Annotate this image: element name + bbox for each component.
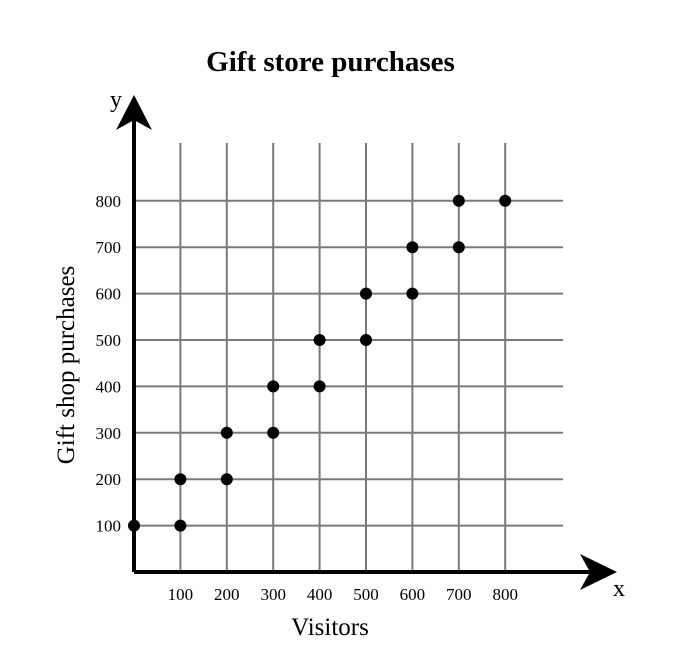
y-tick-label: 800 [96,192,122,211]
data-point [220,426,233,439]
data-point [174,519,187,532]
x-axis-letter: x [613,576,625,602]
x-tick-label: 500 [353,585,379,604]
y-axis-letter: y [110,87,122,113]
x-tick-label: 200 [214,585,240,604]
data-point [313,334,326,346]
axes: x y [110,87,625,602]
x-tick-label: 100 [168,585,194,604]
y-tick-labels: 100 200 300 400 500 600 700 800 [96,192,122,536]
data-point [267,426,280,439]
y-tick-label: 500 [96,331,122,350]
data-point [406,241,419,254]
x-axis-label: Visitors [291,614,369,641]
y-tick-label: 400 [96,377,122,396]
data-point [360,287,372,300]
data-point [452,194,465,207]
data-point [406,287,419,300]
x-tick-labels: 100 200 300 400 500 600 700 800 [168,585,518,604]
y-axis-label: Gift shop purchases [53,265,80,465]
y-tick-label: 200 [96,470,122,489]
data-point [220,473,233,486]
y-tick-label: 100 [96,517,122,536]
chart-title: Gift store purchases [206,46,455,78]
x-tick-label: 800 [492,585,518,604]
data-point [313,380,326,393]
x-tick-label: 400 [307,585,333,604]
data-point [174,473,187,486]
data-point [499,194,512,207]
data-point [360,334,372,346]
y-tick-label: 300 [96,424,122,443]
x-axis-arrow-icon [580,554,617,590]
y-tick-label: 700 [96,238,122,257]
data-point [267,380,280,393]
x-tick-label: 300 [260,585,286,604]
y-tick-label: 600 [96,285,122,304]
grid [134,143,563,572]
data-points [128,194,512,532]
data-point [128,519,140,532]
x-tick-label: 700 [446,585,472,604]
y-axis-arrow-icon [116,95,152,130]
data-point [452,241,465,254]
x-tick-label: 600 [400,585,426,604]
